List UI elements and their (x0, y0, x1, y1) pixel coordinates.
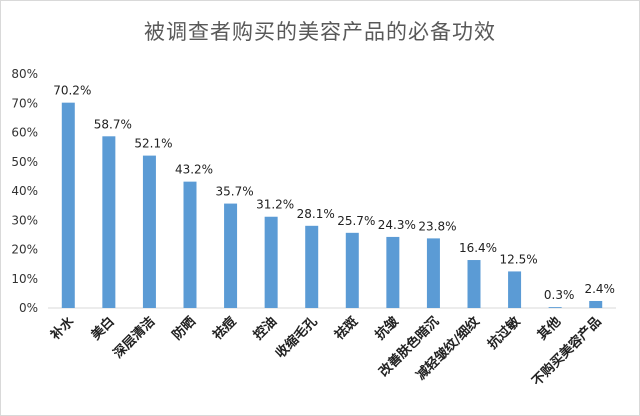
y-tick-label: 40% (11, 184, 38, 198)
bar (426, 238, 440, 308)
data-label: 28.1% (297, 207, 335, 221)
bar (61, 102, 75, 308)
category-label: 美白 (88, 314, 118, 344)
data-label: 58.7% (94, 117, 132, 131)
y-tick-label: 60% (11, 126, 38, 140)
bar (548, 307, 562, 308)
bar (467, 260, 481, 308)
data-label: 12.5% (500, 252, 538, 266)
data-label: 0.3% (544, 288, 575, 302)
bar (183, 181, 197, 308)
data-label: 35.7% (216, 185, 254, 199)
category-label: 收缩毛孔 (272, 314, 320, 362)
data-label: 31.2% (256, 198, 294, 212)
category-label: 其他 (534, 314, 564, 344)
y-tick-label: 0% (19, 301, 38, 315)
y-tick-label: 20% (11, 243, 38, 257)
bar (589, 300, 603, 308)
data-label: 23.8% (418, 219, 456, 233)
category-label: 抗过敏 (484, 313, 524, 353)
y-tick-label: 80% (11, 67, 38, 81)
y-tick-label: 10% (11, 272, 38, 286)
category-label: 不购买美容产品 (529, 314, 605, 390)
bar (142, 155, 156, 308)
data-label: 70.2% (53, 84, 91, 98)
y-tick-label: 50% (11, 155, 38, 169)
category-label: 祛斑 (331, 314, 361, 344)
data-label: 25.7% (337, 214, 375, 228)
data-label: 43.2% (175, 163, 213, 177)
bar (508, 271, 522, 308)
bar (264, 216, 278, 308)
bar (386, 236, 400, 308)
category-label: 抗皱 (372, 314, 402, 344)
y-tick-label: 70% (11, 96, 38, 110)
data-label: 52.1% (134, 137, 172, 151)
category-label: 补水 (47, 313, 78, 344)
chart-title: 被调查者购买的美容产品的必备功效 (144, 20, 496, 44)
bar (345, 232, 359, 308)
bar (224, 203, 238, 308)
y-tick-label: 30% (11, 213, 38, 227)
category-label: 防晒 (169, 314, 199, 344)
bar (102, 136, 116, 308)
data-label: 16.4% (459, 241, 497, 255)
category-label: 控油 (250, 314, 280, 344)
data-label: 2.4% (584, 282, 615, 296)
category-label: 祛痘 (210, 314, 240, 344)
category-label: 深层清洁 (110, 314, 158, 362)
bar (305, 225, 319, 308)
data-label: 24.3% (378, 218, 416, 232)
